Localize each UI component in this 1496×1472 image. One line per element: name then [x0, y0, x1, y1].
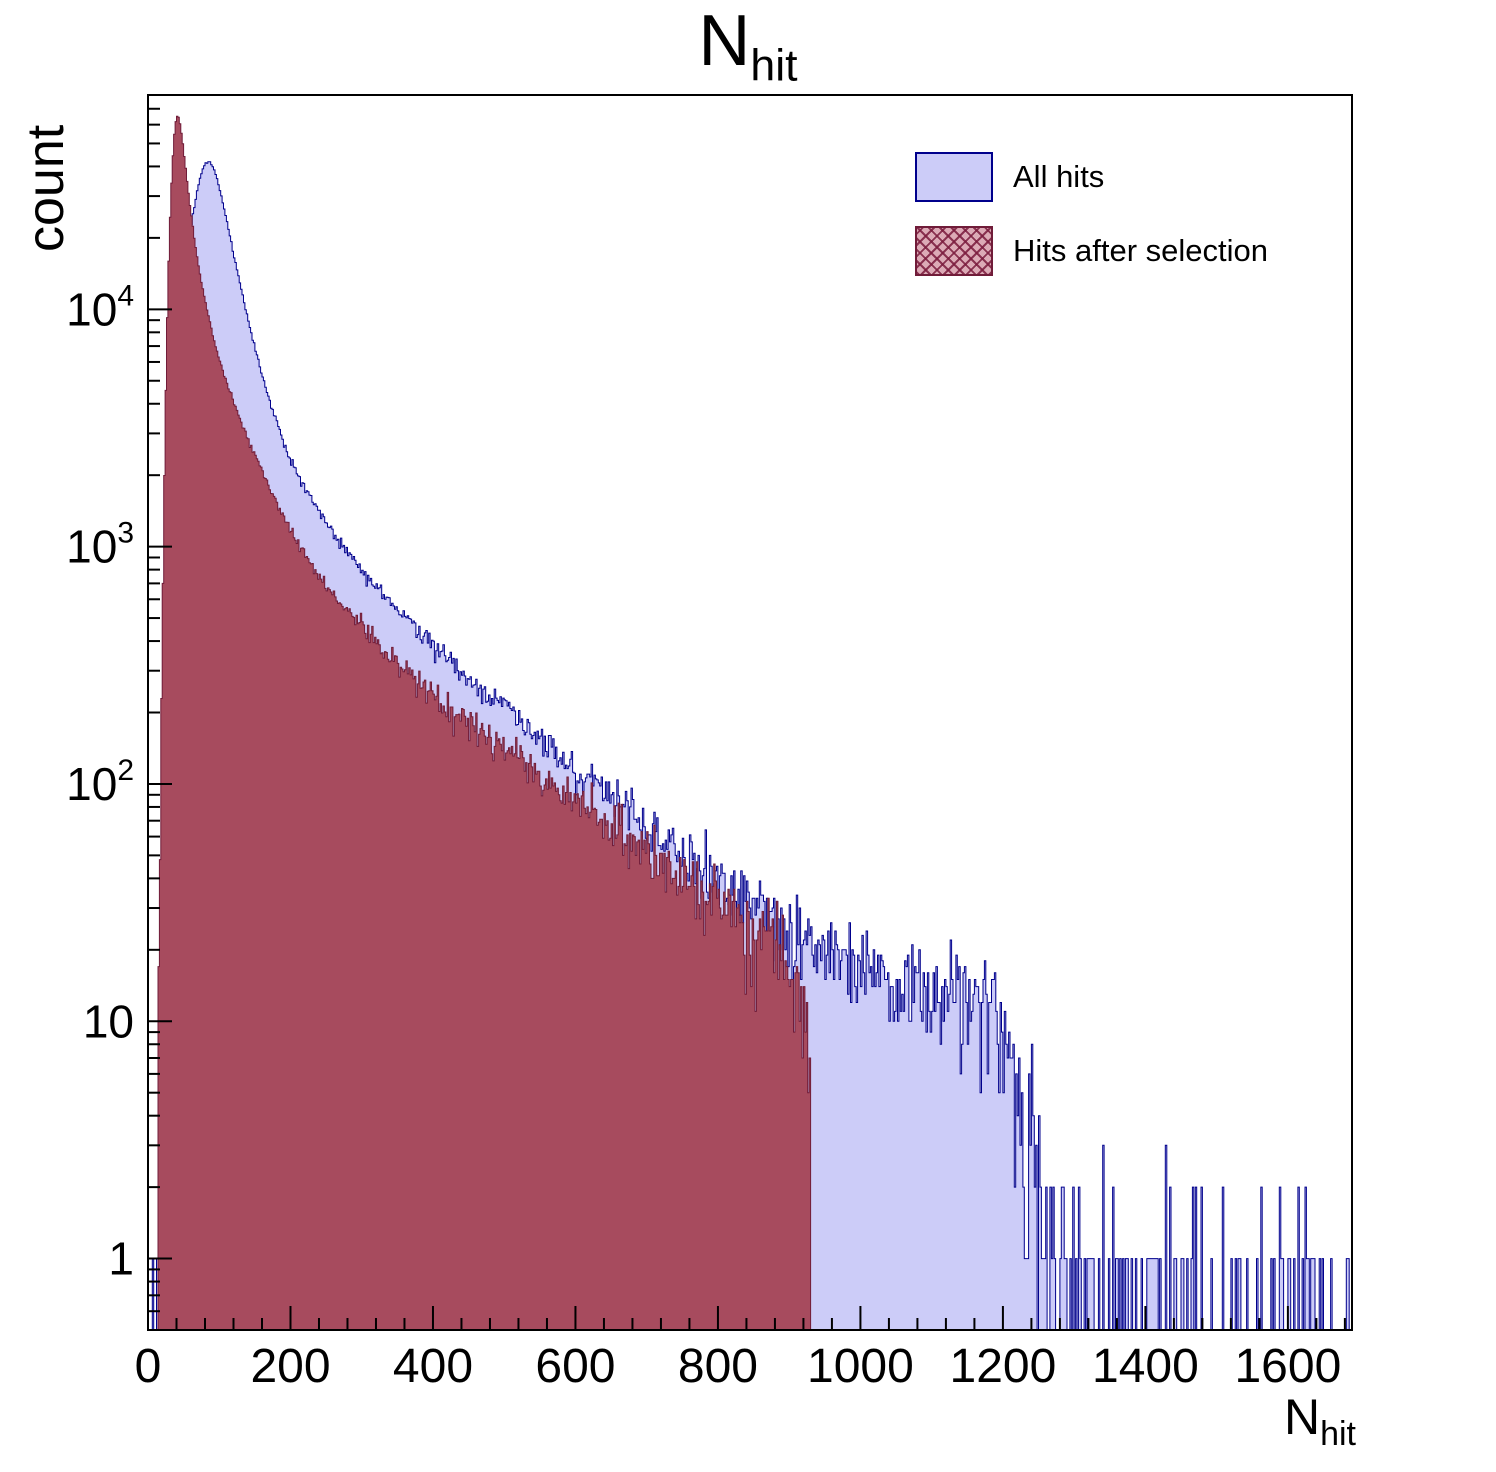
- legend: All hits Hits after selection: [915, 152, 1268, 300]
- chart-title-sub: hit: [750, 41, 798, 91]
- legend-label-all-hits: All hits: [1013, 159, 1105, 194]
- legend-label-hits-after-selection: Hits after selection: [1013, 233, 1268, 268]
- legend-swatch-all-hits: [915, 152, 993, 202]
- x-tick-label: 1200: [950, 1340, 1057, 1393]
- y-tick-label: 1: [108, 1233, 134, 1285]
- x-tick-label: 0: [135, 1340, 162, 1393]
- x-tick-label: 600: [535, 1340, 615, 1393]
- x-axis-title-main: N: [1283, 1389, 1321, 1445]
- y-tick-label: 104: [66, 279, 134, 335]
- chart-title-main: N: [698, 1, 751, 81]
- x-tick-label: 1600: [1234, 1340, 1341, 1393]
- y-tick-label: 10: [83, 995, 134, 1047]
- x-tick-label: 400: [393, 1340, 473, 1393]
- y-tick-label: 103: [66, 517, 134, 573]
- legend-swatch-hits-after-selection: [915, 226, 993, 276]
- y-tick-label: 102: [66, 754, 134, 810]
- x-axis-title-sub: hit: [1320, 1415, 1356, 1453]
- chart-title: Nhit: [0, 1, 1496, 91]
- x-tick-label: 1000: [807, 1340, 914, 1393]
- x-tick-label: 800: [678, 1340, 758, 1393]
- x-tick-label: 1400: [1092, 1340, 1199, 1393]
- x-tick-label: 200: [250, 1340, 330, 1393]
- legend-item-all-hits: All hits: [915, 152, 1268, 202]
- x-axis-title: Nhit: [1284, 1388, 1356, 1454]
- legend-item-hits-after-selection: Hits after selection: [915, 226, 1268, 276]
